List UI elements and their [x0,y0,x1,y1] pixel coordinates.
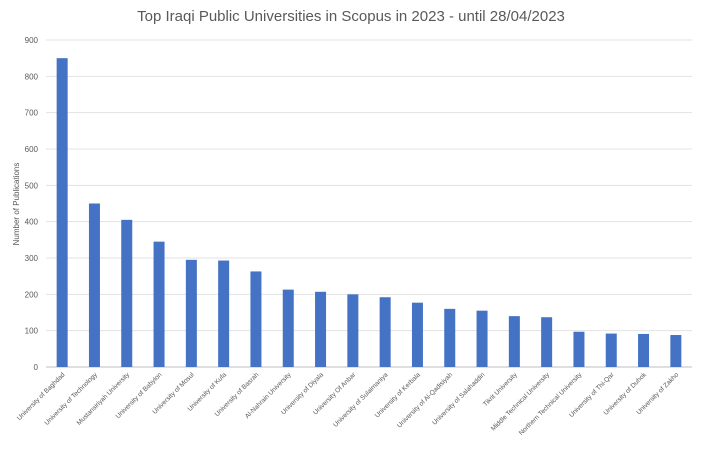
bar [638,333,650,367]
bar [88,203,100,367]
bar [476,310,488,367]
bar [282,289,294,367]
y-tick-label: 200 [25,290,39,299]
y-tick-label: 400 [25,218,39,227]
y-tick-label: 800 [25,72,39,81]
category-label: Northern Technical University [518,371,584,437]
bar [379,297,391,367]
category-label: Mustansiriyah University [76,371,132,427]
bar [670,335,682,367]
bar [121,219,133,367]
gridlines [46,39,692,368]
bar [573,331,585,367]
bar [218,260,230,367]
y-tick-label: 900 [25,36,39,45]
y-tick-label: 600 [25,145,39,154]
bar [185,259,197,367]
bar [56,58,68,368]
y-axis-ticks: 0 100 200 300 400 500 600 700 800 900 [25,36,39,372]
bar [347,294,359,367]
y-tick-label: 100 [25,327,39,336]
bar [411,302,423,367]
bar [153,241,165,367]
y-axis-label: Number of Publications [12,163,21,246]
category-label: Middle Technical University [490,371,552,433]
category-label: University of Sulaimaniya [332,371,390,429]
bar [605,333,617,367]
y-tick-label: 700 [25,109,39,118]
category-label: University of Al-Qadisiyah [396,371,454,429]
chart-title: Top Iraqi Public Universities in Scopus … [137,8,565,25]
y-tick-label: 300 [25,254,39,263]
y-tick-label: 500 [25,181,39,190]
bar [444,308,456,367]
bar [541,317,553,367]
category-label: University of Technology [43,371,99,427]
bars [56,58,682,368]
bar [250,271,262,367]
bar [315,291,327,367]
bar [508,316,520,367]
category-label: University of Salahaddin [431,371,486,426]
y-tick-label: 0 [34,363,39,372]
